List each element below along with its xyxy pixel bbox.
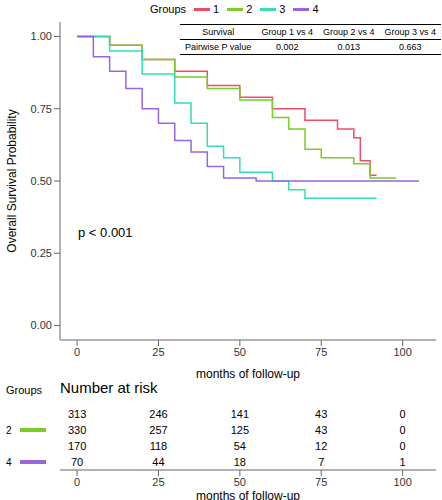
html-text:Groups: Groups bbox=[6, 384, 43, 396]
svg-text:44: 44 bbox=[152, 456, 164, 468]
svg-text:12: 12 bbox=[315, 440, 327, 452]
svg-text:0: 0 bbox=[74, 346, 80, 358]
svg-text:50: 50 bbox=[234, 476, 246, 488]
svg-text:75: 75 bbox=[315, 476, 327, 488]
html-text:Group 1 vs 4: Group 1 vs 4 bbox=[261, 27, 313, 37]
html-text:Number at risk: Number at risk bbox=[60, 379, 158, 396]
svg-text:54: 54 bbox=[234, 440, 246, 452]
html-text:Group 3 vs 4: Group 3 vs 4 bbox=[384, 27, 436, 37]
html-text:Pairwise P value: Pairwise P value bbox=[185, 42, 252, 52]
svg-text:1.00: 1.00 bbox=[31, 30, 52, 42]
svg-text:months of follow-up: months of follow-up bbox=[196, 489, 300, 500]
svg-text:50: 50 bbox=[234, 346, 246, 358]
svg-text:70: 70 bbox=[71, 456, 83, 468]
html-text:0.013: 0.013 bbox=[337, 42, 360, 52]
svg-text:170: 170 bbox=[68, 440, 86, 452]
svg-text:0.25: 0.25 bbox=[31, 247, 52, 259]
svg-text:313: 313 bbox=[68, 408, 86, 420]
svg-text:125: 125 bbox=[231, 424, 249, 436]
svg-text:months of follow-up: months of follow-up bbox=[196, 367, 300, 381]
svg-text:0: 0 bbox=[400, 408, 406, 420]
svg-text:7: 7 bbox=[318, 456, 324, 468]
svg-text:0: 0 bbox=[400, 440, 406, 452]
svg-text:100: 100 bbox=[393, 346, 411, 358]
svg-text:25: 25 bbox=[152, 476, 164, 488]
html-text:p < 0.001: p < 0.001 bbox=[78, 225, 133, 240]
html-text:2: 2 bbox=[246, 3, 253, 15]
svg-text:0.00: 0.00 bbox=[31, 319, 52, 331]
svg-text:Overall Survival Probability: Overall Survival Probability bbox=[8, 109, 19, 252]
html-text:Survival: Survival bbox=[202, 27, 235, 37]
svg-text:118: 118 bbox=[150, 440, 168, 452]
svg-text:43: 43 bbox=[315, 424, 327, 436]
svg-text:4: 4 bbox=[8, 457, 12, 468]
svg-text:0: 0 bbox=[400, 424, 406, 436]
svg-text:2: 2 bbox=[8, 425, 12, 436]
html-text:0.663: 0.663 bbox=[398, 42, 422, 52]
html-text:4: 4 bbox=[312, 3, 319, 15]
svg-text:18: 18 bbox=[234, 456, 246, 468]
svg-text:0.75: 0.75 bbox=[31, 103, 52, 115]
html-text:Group 2 vs 4: Group 2 vs 4 bbox=[322, 27, 375, 37]
svg-text:25: 25 bbox=[152, 346, 164, 358]
html-text:Groups: Groups bbox=[150, 3, 187, 15]
svg-text:257: 257 bbox=[149, 424, 167, 436]
svg-text:75: 75 bbox=[315, 346, 327, 358]
svg-text:1: 1 bbox=[400, 456, 406, 468]
svg-text:0: 0 bbox=[74, 476, 80, 488]
html-text:3: 3 bbox=[279, 3, 286, 15]
svg-text:330: 330 bbox=[68, 424, 86, 436]
svg-text:43: 43 bbox=[315, 408, 327, 420]
html-text:0.002: 0.002 bbox=[275, 42, 299, 52]
svg-text:0.50: 0.50 bbox=[31, 175, 52, 187]
svg-text:100: 100 bbox=[393, 476, 411, 488]
svg-text:141: 141 bbox=[231, 408, 249, 420]
html-text:1: 1 bbox=[213, 3, 220, 15]
svg-text:246: 246 bbox=[149, 408, 167, 420]
